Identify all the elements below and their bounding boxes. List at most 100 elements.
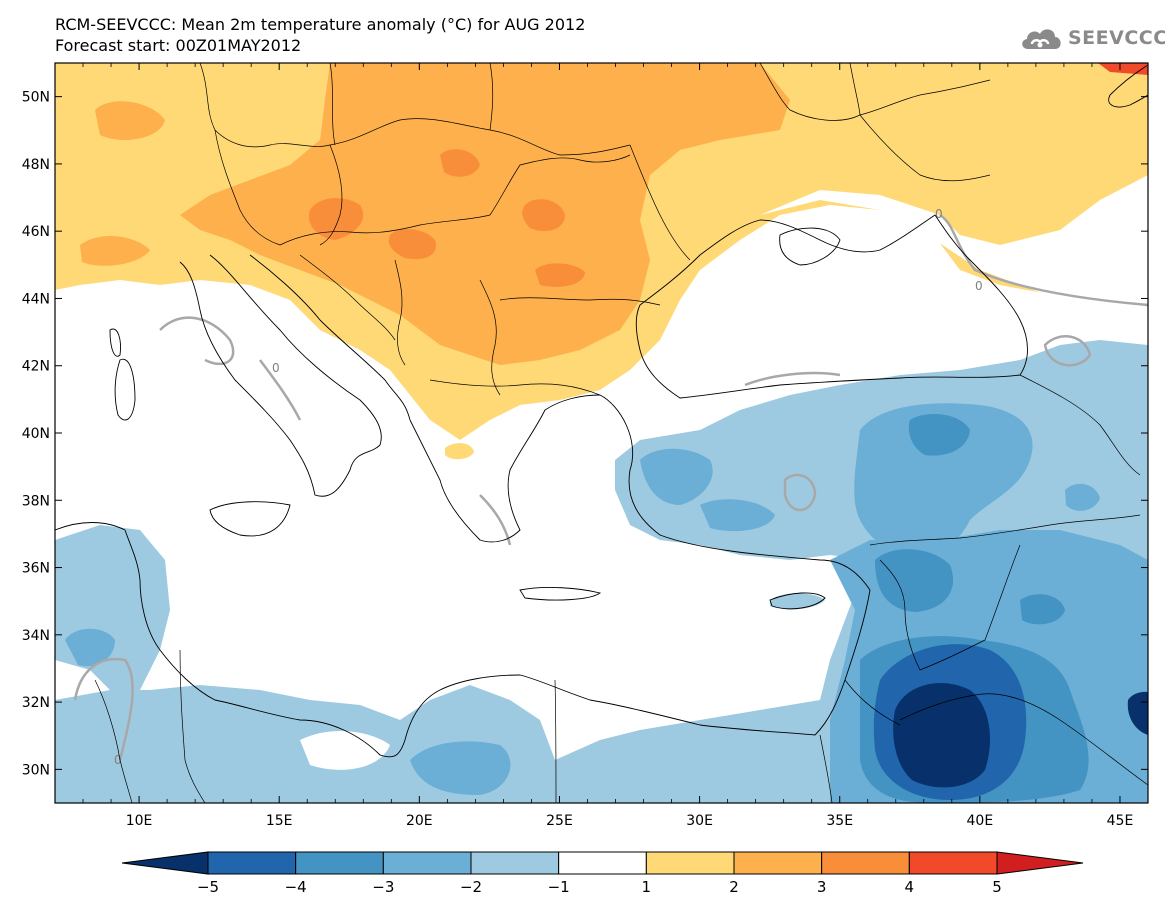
- contour-label: 0: [272, 361, 280, 375]
- border-line: [849, 63, 861, 116]
- zero-contour-line: [939, 213, 1148, 307]
- colorbar-segment: [121, 851, 209, 875]
- zero-contour-line: [258, 359, 302, 421]
- border-line: [479, 279, 501, 396]
- coastline-egypt-libya: [124, 529, 816, 758]
- zero-contour-line: [744, 371, 841, 387]
- seevccc-logo: SEEVCCC: [1018, 22, 1165, 54]
- border-line: [279, 214, 491, 246]
- border-line: [214, 129, 281, 246]
- colorbar-segment: [207, 851, 297, 875]
- border-line: [429, 379, 601, 396]
- border-line: [489, 154, 631, 216]
- anomaly-region-plus3-romania-south: [535, 263, 585, 287]
- coastline-turkey: [599, 394, 871, 591]
- border-line: [844, 679, 901, 726]
- zero-contour-line: [1043, 335, 1092, 367]
- lat-label: 48N: [22, 157, 50, 173]
- colorbar-segment: [908, 851, 998, 875]
- anomaly-region-plus4: [1098, 63, 1148, 75]
- anomaly-region-plus3-hungary: [308, 198, 364, 240]
- zero-contours: [73, 213, 1148, 761]
- border-line: [489, 63, 494, 131]
- border-line: [629, 144, 691, 261]
- colorbar-segment: [821, 851, 910, 875]
- lon-label: 35E: [826, 813, 853, 829]
- border-line: [879, 559, 921, 671]
- border-line: [94, 679, 133, 803]
- lon-label: 15E: [266, 813, 293, 829]
- lat-label: 32N: [22, 695, 50, 711]
- anomaly-region-plus2-west: [95, 101, 165, 140]
- anomaly-region-plus3-romania: [522, 199, 565, 232]
- border-line: [869, 514, 1141, 546]
- lat-label: 44N: [22, 291, 50, 307]
- border-line: [179, 649, 206, 803]
- coastline-levant: [814, 589, 871, 736]
- anomaly-region-plus2: [180, 63, 790, 365]
- border-line: [319, 144, 343, 246]
- cloud-icon: [1022, 29, 1061, 49]
- lat-label: 50N: [22, 90, 50, 106]
- border-line: [554, 679, 557, 803]
- colorbar-segment: [733, 851, 823, 875]
- colorbar-segment: [645, 851, 735, 875]
- anomaly-region-plus1-greece: [445, 443, 474, 460]
- anomaly-region-minus2-east: [1065, 483, 1100, 511]
- zero-contour-line: [783, 473, 817, 512]
- zero-contour-line: [73, 657, 134, 761]
- border-line: [1019, 374, 1141, 476]
- anomaly-region-minus3-iraq-north: [1020, 594, 1065, 625]
- coastline-tunisia: [55, 522, 126, 531]
- coastline-black-sea: [635, 214, 1028, 399]
- colorbar-label: 1: [642, 878, 652, 896]
- contour-label: 0: [114, 753, 122, 767]
- coastlines: [55, 64, 1148, 758]
- lon-label: 45E: [1107, 813, 1134, 829]
- anomaly-region-plus3-serbia: [388, 228, 436, 260]
- lon-label: 40E: [967, 813, 994, 829]
- colorbar-label: 5: [992, 878, 1002, 896]
- border-line: [819, 734, 833, 803]
- border-line: [394, 259, 406, 366]
- colorbar-label: −1: [548, 878, 570, 896]
- anomaly-region-plus1-east: [760, 175, 1148, 320]
- coastline-italy: [179, 254, 382, 497]
- contour-label: 0: [975, 279, 983, 293]
- border-line: [299, 254, 396, 341]
- anomaly-region-minus3-syria: [875, 549, 954, 612]
- coastline-crete: [519, 587, 602, 601]
- title-block: RCM-SEEVCCC: Mean 2m temperature anomaly…: [55, 14, 585, 56]
- lat-label: 30N: [22, 762, 50, 778]
- colorbar-label: −3: [372, 878, 394, 896]
- colorbar-segment: [470, 851, 560, 875]
- anomaly-region-plus3-slovakia: [440, 149, 480, 177]
- lat-label: 40N: [22, 426, 50, 442]
- border-line: [329, 63, 336, 146]
- anomaly-region-minus2-tunisia: [65, 628, 115, 667]
- colorbar: −5 −4 −3 −2 −1 1 2 3 4 5: [121, 851, 1084, 896]
- colorbar-label: −5: [197, 878, 219, 896]
- longitude-axis: 10E 15E 20E 25E 30E 35E 40E 45E: [54, 63, 1149, 829]
- anomaly-region-minus5: [893, 682, 990, 788]
- lat-label: 34N: [22, 628, 50, 644]
- lat-label: 36N: [22, 561, 50, 577]
- lon-label: 25E: [546, 813, 573, 829]
- forecast-start: Forecast start: 00Z01MAY2012: [55, 36, 302, 55]
- anomaly-region-zero-libya-coast: [300, 730, 390, 770]
- contour-label: 0: [935, 207, 943, 221]
- zero-contour-line: [159, 316, 235, 366]
- anomaly-region-plus2-alps: [80, 235, 150, 266]
- anomaly-region-minus2-anatolia: [854, 403, 1033, 560]
- latitude-axis: 50N 48N 46N 44N 42N 40N 38N 36N 34N 32N 30N: [22, 90, 1148, 778]
- coastline-crimea: [779, 227, 841, 266]
- anomaly-region-minus2-central: [700, 499, 775, 532]
- lon-label: 20E: [406, 813, 433, 829]
- colorbar-label: 4: [905, 878, 915, 896]
- lat-label: 42N: [22, 359, 50, 375]
- lat-label: 46N: [22, 224, 50, 240]
- logo-text: SEEVCCC: [1068, 27, 1165, 49]
- lon-label: 10E: [126, 813, 153, 829]
- colorbar-label: 3: [817, 878, 827, 896]
